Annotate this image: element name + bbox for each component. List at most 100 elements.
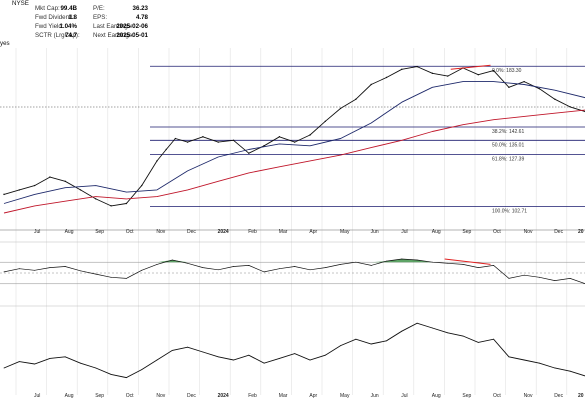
price-point — [232, 139, 235, 142]
rsi-point — [187, 262, 189, 264]
price-point — [492, 69, 495, 72]
price-point — [125, 202, 128, 205]
x-tick-label: 20 — [578, 393, 584, 399]
price-point — [416, 65, 418, 68]
x-tick-label: Oct — [493, 393, 501, 399]
stat-value: 74.7 — [64, 32, 77, 39]
fibonacci-label: 100.0%: 102.71 — [492, 209, 527, 215]
indicator-point — [18, 361, 20, 362]
x-tick-label: Dec — [554, 229, 563, 235]
price-point — [294, 141, 296, 143]
indicator-point — [309, 359, 311, 361]
indicator-panel — [3, 322, 585, 379]
indicator-point — [447, 332, 449, 334]
stat-value: 2025-05-01 — [116, 32, 148, 39]
fibonacci-label: 61.8%: 127.39 — [492, 156, 524, 162]
indicator-point — [95, 367, 97, 369]
fibonacci-label: 0.0%: 183.30 — [492, 68, 522, 74]
ma_short-series-line — [3, 81, 585, 204]
x-tick-label: 20 — [578, 229, 584, 235]
indicator-series-line — [3, 322, 585, 379]
price-point — [18, 189, 20, 191]
indicator-point — [416, 322, 418, 324]
price-point — [64, 180, 66, 182]
x-axis-tick-labels: Jul Aug Sep Oct Nov Dec 2024 Feb Mar Apr May Jun Jul… — [34, 229, 584, 399]
rsi-point — [156, 263, 158, 265]
x-tick-label: Nov — [156, 229, 165, 235]
x-tick-label: Apr — [309, 229, 317, 235]
indicator-point — [217, 356, 219, 358]
symbol-name-fragment-text: yes — [0, 40, 10, 47]
exchange-label: NYSE — [12, 0, 29, 8]
price-point — [3, 193, 5, 196]
price-panel — [3, 64, 585, 214]
rsi-point — [263, 271, 265, 273]
indicator-point — [370, 343, 372, 345]
indicator-point — [3, 367, 5, 369]
symbol-name-fragment: yes — [0, 40, 10, 48]
rsi-point — [416, 259, 418, 261]
price-point — [248, 152, 250, 154]
indicator-point — [64, 356, 66, 358]
rsi-trend-line — [444, 258, 491, 265]
x-tick-label: 2024 — [218, 229, 229, 235]
rsi-point — [432, 261, 433, 263]
price-point — [174, 137, 177, 140]
stat-label: Next Earnings: — [93, 32, 134, 39]
x-tick-label: Jul — [401, 229, 407, 235]
indicator-point — [340, 345, 341, 346]
rsi-point — [80, 270, 81, 272]
indicator-point — [263, 362, 265, 364]
stat-label: SCTR (LrgCap): — [35, 32, 80, 39]
x-tick-label: Aug — [432, 393, 441, 399]
indicator-point — [508, 356, 510, 358]
rsi-point — [447, 262, 449, 264]
rsi-point — [324, 267, 326, 268]
indicator-point — [110, 374, 112, 375]
x-tick-label: Dec — [187, 393, 196, 399]
rsi-point — [34, 269, 35, 271]
indicator-point — [386, 340, 387, 342]
x-tick-label: Sep — [462, 393, 471, 399]
price-point — [79, 189, 82, 191]
stat-label: Mkt Cap: — [35, 5, 60, 12]
indicator-point — [80, 362, 81, 364]
x-tick-label: Aug — [65, 393, 74, 399]
chart-grid — [0, 48, 585, 395]
price-point — [95, 198, 97, 200]
x-tick-label: Oct — [126, 393, 134, 399]
x-tick-label: Jul — [34, 229, 40, 235]
indicator-point — [279, 358, 280, 359]
rsi-point — [355, 261, 357, 263]
rsi-point — [477, 267, 479, 268]
stat-label: Fwd Dividend: — [35, 14, 75, 21]
indicator-point — [49, 358, 51, 359]
price-point — [33, 184, 36, 187]
exchange-text: NYSE — [12, 0, 29, 7]
rsi-point — [340, 263, 341, 265]
stat-label: Last Earnings: — [93, 23, 133, 30]
x-tick-label: Nov — [524, 229, 533, 235]
stat-row: Mkt Cap: 99.4B — [35, 5, 77, 13]
indicator-point — [202, 351, 204, 353]
stat-row: P/E: 36.23 — [93, 5, 148, 13]
rsi-point — [493, 265, 494, 266]
price-point — [385, 76, 388, 79]
x-tick-label: Oct — [493, 229, 501, 235]
stat-label: EPS: — [93, 14, 108, 21]
price-point — [477, 73, 479, 76]
price-point — [110, 205, 112, 207]
fibonacci-label: 38.2%: 142.61 — [492, 129, 524, 135]
x-tick-label: Nov — [156, 393, 165, 399]
rsi-point — [126, 278, 127, 279]
stat-row: SCTR (LrgCap): 74.7 — [35, 32, 80, 40]
rsi-point — [233, 266, 234, 267]
indicator-point — [156, 359, 158, 361]
indicator-point — [171, 350, 173, 351]
rsi-point — [569, 278, 571, 279]
price-series-line — [3, 66, 585, 207]
rsi-point — [279, 268, 280, 270]
price-point — [339, 107, 342, 110]
fibonacci-levels: 0.0%: 183.30 38.2%: 142.61 50.0%: 135.01 61… — [150, 65, 585, 215]
